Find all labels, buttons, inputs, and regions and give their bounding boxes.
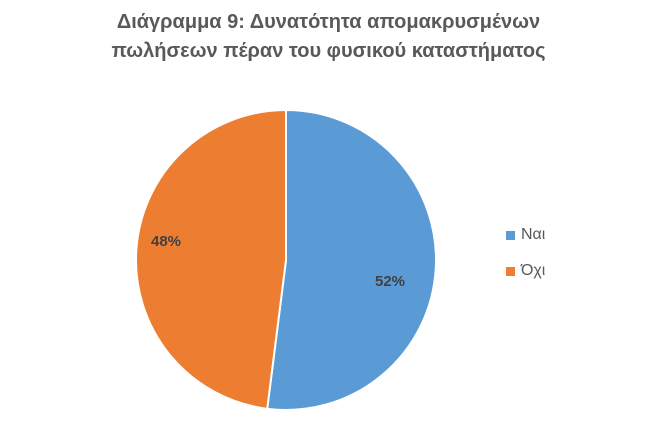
legend-swatch-ochi [506,266,515,276]
data-label-ochi: 48% [151,233,181,250]
slice-nai [266,108,437,411]
legend-item-nai: Ναι [506,224,545,246]
legend: Ναι Όχι [506,224,545,296]
chart-title-line-2: πωλήσεων πέραν του φυσικού καταστήματος [111,40,546,62]
slice-ochi [135,108,287,410]
chart-title-line-1: Διάγραμμα 9: Δυνατότητα απομακρυσμένων [116,11,541,33]
data-label-nai: 52% [375,273,405,290]
legend-label-nai: Ναι [521,226,546,243]
legend-item-ochi: Όχι [506,260,545,282]
chart-title: Διάγραμμα 9: Δυνατότητα απομακρυσμένων π… [0,8,657,66]
legend-swatch-nai [506,230,515,240]
legend-label-ochi: Όχι [521,262,546,279]
